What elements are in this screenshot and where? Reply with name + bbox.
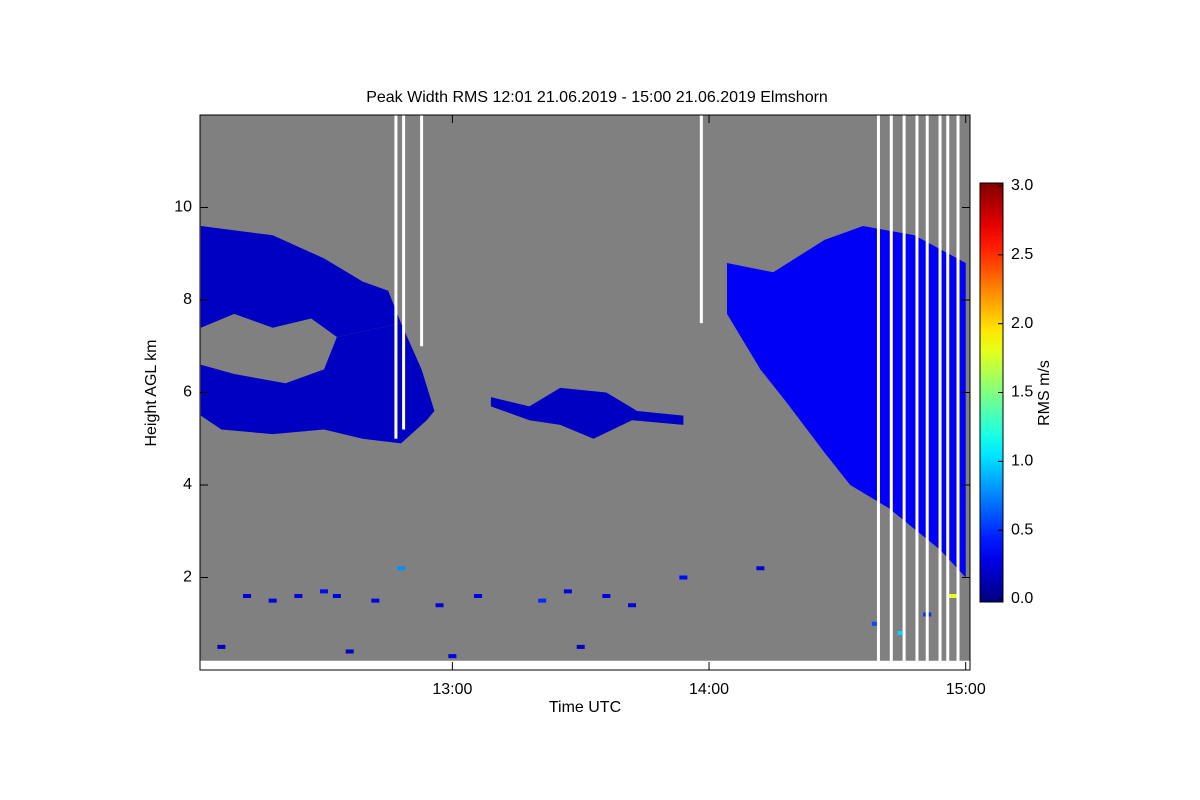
- y-axis-label: Height AGL km: [143, 339, 160, 446]
- echo-point: [332, 594, 341, 598]
- colorbar-tick-label: 2.0: [1011, 315, 1033, 332]
- x-tick-label: 13:00: [432, 681, 472, 698]
- echo-region: [727, 226, 966, 578]
- colorbar-tick-label: 1.5: [1011, 384, 1033, 401]
- echo-point: [217, 644, 226, 649]
- echo-point: [576, 644, 585, 649]
- x-axis-label: Time UTC: [549, 699, 621, 716]
- data-gap: [889, 115, 893, 670]
- data-gap: [956, 115, 960, 670]
- echo-point: [563, 589, 572, 594]
- data-gap: [876, 115, 880, 670]
- echo-point: [871, 621, 880, 626]
- no-data-strip: [200, 660, 970, 670]
- colorbar-tick-label: 0.5: [1011, 521, 1033, 538]
- y-tick-label: 2: [183, 569, 192, 586]
- echo-point: [628, 603, 637, 608]
- colorbar-tick-label: 1.0: [1011, 453, 1033, 470]
- x-tick-label: 14:00: [689, 681, 729, 698]
- echo-point: [294, 594, 303, 598]
- data-gap: [902, 115, 906, 670]
- data-gap: [402, 115, 406, 430]
- echo-point: [948, 594, 957, 598]
- echo-point: [397, 566, 406, 571]
- echo-point: [320, 589, 329, 594]
- colorbar-tick-label: 3.0: [1011, 177, 1033, 194]
- data-gap: [420, 115, 424, 347]
- data-gap: [699, 115, 703, 324]
- y-tick-label: 6: [183, 384, 192, 401]
- echo-point: [243, 594, 252, 598]
- echo-point: [538, 598, 547, 603]
- y-tick-label: 8: [183, 291, 192, 308]
- data-gap: [925, 115, 929, 670]
- echo-point: [268, 598, 277, 603]
- echo-point: [679, 575, 688, 580]
- y-tick-label: 4: [183, 476, 192, 493]
- echo-point: [756, 566, 765, 571]
- echo-point: [474, 594, 483, 598]
- echo-point: [448, 654, 457, 659]
- data-gap: [915, 115, 919, 670]
- y-tick-label: 10: [174, 199, 192, 216]
- echo-point: [371, 598, 380, 603]
- data-gap: [394, 115, 398, 439]
- data-gap: [946, 115, 950, 670]
- echo-region: [200, 226, 402, 337]
- echo-point: [602, 594, 611, 598]
- echo-region: [490, 387, 684, 439]
- data-gap: [938, 115, 942, 670]
- x-tick-label: 15:00: [946, 681, 986, 698]
- colorbar-tick-label: 0.0: [1011, 590, 1033, 607]
- colorbar-label: RMS m/s: [1036, 360, 1053, 426]
- echo-point: [435, 603, 444, 608]
- colorbar-tick-label: 2.5: [1011, 246, 1033, 263]
- chart-title: Peak Width RMS 12:01 21.06.2019 - 15:00 …: [366, 89, 828, 106]
- echo-region: [200, 323, 435, 444]
- echo-point: [345, 649, 354, 654]
- echo-point: [897, 631, 906, 635]
